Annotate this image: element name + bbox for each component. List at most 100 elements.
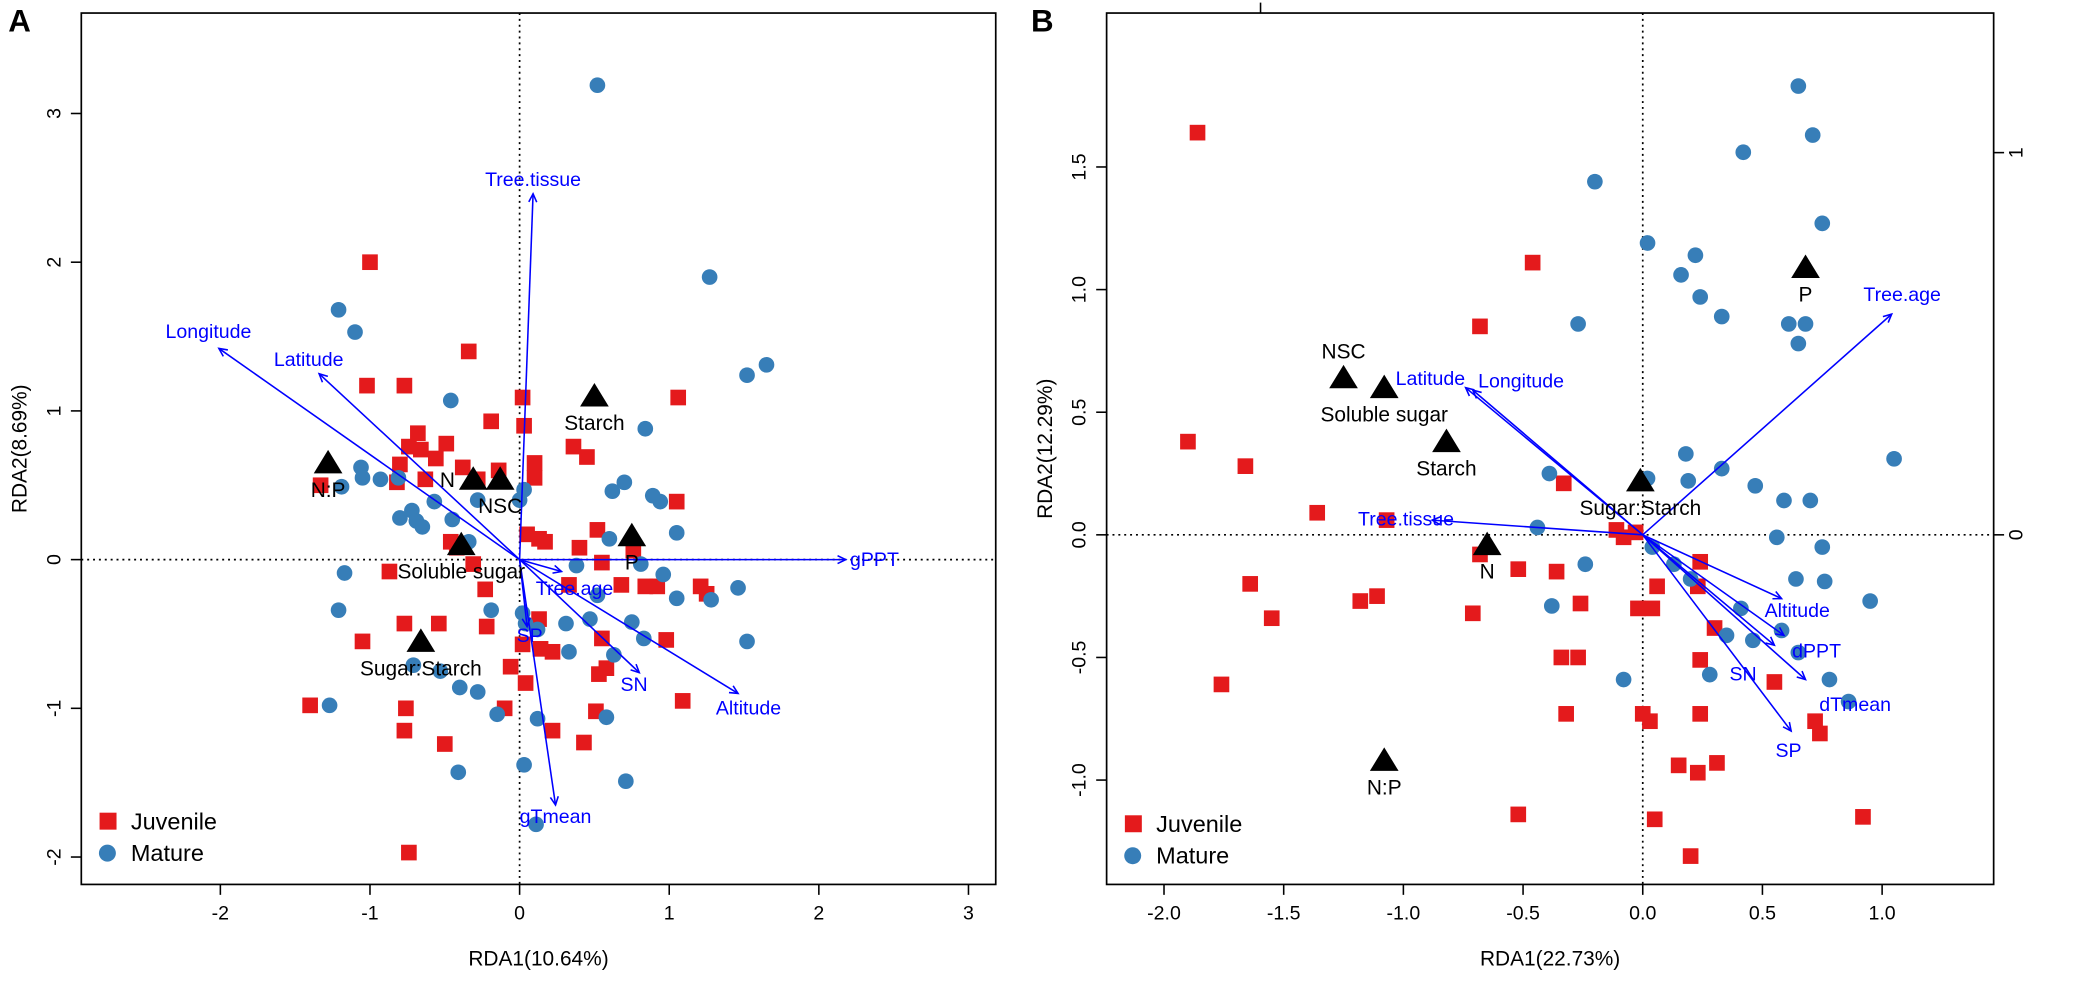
mature-point bbox=[598, 709, 615, 726]
centroid-label: N:P bbox=[1367, 776, 1402, 799]
juvenile-point bbox=[1682, 848, 1699, 864]
mature-point bbox=[390, 469, 407, 486]
env-vector-arrow bbox=[519, 558, 739, 695]
x-tick-label: 0.0 bbox=[1629, 903, 1656, 925]
env-vector-arrow bbox=[1642, 534, 1782, 600]
mature-point bbox=[1790, 78, 1807, 94]
mature-point bbox=[483, 602, 500, 619]
centroid-label: Starch bbox=[1416, 458, 1476, 481]
mature-point bbox=[1587, 173, 1603, 190]
env-vector-arrow bbox=[1432, 519, 1643, 536]
juvenile-point bbox=[544, 722, 561, 739]
mature-point bbox=[739, 367, 755, 384]
y-tick-label: 0.5 bbox=[1069, 399, 1091, 426]
mature-point bbox=[1804, 127, 1821, 143]
env-vector-arrow bbox=[518, 559, 557, 806]
mature-point bbox=[668, 525, 685, 541]
legend-mature-swatch bbox=[1124, 847, 1142, 865]
mature-point bbox=[1713, 460, 1730, 477]
juvenile-point bbox=[517, 675, 534, 691]
mature-point bbox=[330, 602, 347, 619]
mature-point bbox=[1541, 465, 1558, 482]
env-vector-arrowhead bbox=[630, 663, 641, 674]
env-vector-label: dTmean bbox=[1819, 694, 1891, 716]
y-tick-label: -1.0 bbox=[1069, 763, 1091, 797]
mature-point bbox=[392, 510, 408, 526]
mature-point bbox=[347, 324, 363, 340]
env-vector-arrowhead bbox=[728, 685, 740, 695]
juvenile-point bbox=[1766, 674, 1783, 690]
y-tick-label: 1.0 bbox=[1069, 276, 1091, 303]
mature-point bbox=[451, 679, 468, 696]
centroid-triangle bbox=[1369, 374, 1399, 399]
juvenile-point bbox=[1352, 593, 1369, 609]
right-axis-tick-label: 1 bbox=[2005, 147, 2027, 158]
juvenile-point bbox=[478, 618, 495, 635]
juvenile-point bbox=[401, 438, 417, 455]
juvenile-point bbox=[544, 643, 561, 660]
juvenile-point bbox=[1807, 713, 1823, 730]
env-vector-arrow bbox=[518, 193, 534, 560]
mature-point bbox=[668, 590, 685, 607]
mature-point bbox=[469, 684, 486, 700]
mature-point bbox=[1680, 473, 1697, 489]
juvenile-point bbox=[302, 697, 318, 714]
env-vector-arrow bbox=[1642, 534, 1792, 732]
juvenile-point bbox=[1464, 605, 1481, 622]
mature-point bbox=[1570, 316, 1586, 332]
x-tick-label: 0.5 bbox=[1749, 903, 1776, 925]
juvenile-point bbox=[398, 700, 414, 717]
juvenile-point bbox=[526, 469, 543, 486]
mature-point bbox=[1577, 556, 1594, 573]
centroid-triangle bbox=[406, 628, 436, 652]
x-axis-label: RDA1(22.73%) bbox=[1480, 947, 1620, 970]
legend-juvenile-swatch bbox=[99, 812, 117, 830]
env-vector-arrowhead bbox=[528, 191, 538, 203]
juvenile-point bbox=[1213, 676, 1230, 693]
legend: Juvenile Mature bbox=[1124, 811, 1242, 869]
mature-point bbox=[558, 615, 574, 632]
env-vector-label: SP bbox=[517, 625, 543, 647]
centroid-triangle bbox=[446, 531, 476, 556]
juvenile-point bbox=[561, 577, 577, 593]
juvenile-point bbox=[477, 581, 494, 598]
x-tick-label: -2 bbox=[212, 903, 229, 925]
env-vector-arrowhead bbox=[217, 347, 229, 357]
mature-point bbox=[1639, 235, 1656, 251]
juvenile-point bbox=[430, 615, 447, 632]
panel-letter: B bbox=[1031, 3, 1054, 38]
juvenile-point bbox=[565, 438, 582, 455]
juvenile-point bbox=[1692, 706, 1709, 722]
env-vector-arrowhead bbox=[1772, 591, 1784, 600]
env-vector-label: Longitude bbox=[165, 321, 251, 343]
centroid-label: N bbox=[440, 469, 455, 492]
mature-point bbox=[1692, 289, 1709, 305]
y-axis-label: RDA2(12.29%) bbox=[1034, 379, 1057, 519]
centroid-label: Soluble sugar bbox=[397, 561, 525, 584]
panel-B: -2.0 -1.5 -1.0 -0.5 0.0 0.5 1.0 -1.0 -0.5 0.0 0.5 1… bbox=[1031, 2, 2027, 970]
env-vector-arrowhead bbox=[1882, 312, 1894, 323]
y-tick-label: 3 bbox=[43, 108, 65, 119]
x-tick-label: 1.0 bbox=[1869, 903, 1896, 925]
mature-point bbox=[444, 511, 461, 528]
centroid-label: Soluble sugar bbox=[1320, 404, 1448, 427]
x-tick-label: -0.5 bbox=[1506, 903, 1540, 925]
juvenile-point bbox=[514, 636, 531, 653]
mature-point bbox=[372, 471, 389, 488]
env-vector-arrowhead bbox=[317, 372, 329, 383]
env-vector-label: Tree.tissue bbox=[485, 169, 581, 191]
mature-point bbox=[1862, 593, 1878, 609]
centroid-label: Starch bbox=[564, 412, 624, 435]
legend-juvenile-label: Juvenile bbox=[1156, 811, 1242, 837]
env-vector-arrowhead bbox=[549, 796, 560, 807]
juvenile-point bbox=[571, 539, 588, 556]
mature-point bbox=[354, 469, 371, 486]
centroid-triangle bbox=[313, 449, 343, 474]
juvenile-point bbox=[460, 343, 477, 360]
mature-point bbox=[589, 77, 606, 94]
centroid-label: P bbox=[1799, 283, 1813, 306]
mature-point bbox=[589, 587, 606, 604]
mature-point bbox=[1814, 215, 1831, 232]
centroid-label: Sugar:Starch bbox=[360, 657, 482, 680]
mature-point bbox=[701, 269, 718, 285]
